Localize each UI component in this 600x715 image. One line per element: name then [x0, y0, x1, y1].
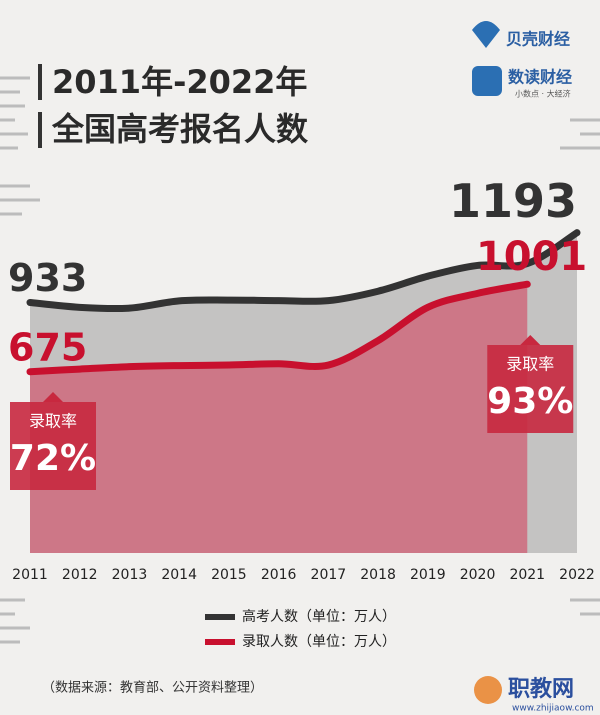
- data-label: 1193: [449, 174, 577, 228]
- area: [30, 284, 528, 553]
- annotation-box: [487, 345, 574, 433]
- watermark: 职教网: [508, 676, 574, 702]
- x-tick-label: 2017: [311, 567, 347, 583]
- annotation-title: 录取率: [29, 412, 77, 431]
- x-tick-label: 2018: [360, 567, 396, 583]
- chart-title: 2011年-2022年: [52, 63, 307, 101]
- x-tick-label: 2021: [509, 567, 545, 583]
- watermark-icon: [474, 676, 502, 704]
- x-tick-label: 2015: [211, 567, 247, 583]
- x-tick-label: 2016: [261, 567, 297, 583]
- line: [26, 280, 531, 376]
- logo-subtext: 小数点 · 大经济: [515, 89, 571, 99]
- logo-text: 贝壳财经: [506, 30, 570, 49]
- annotation-box: [10, 402, 96, 490]
- data-label: 1001: [476, 234, 587, 280]
- legend-label: 录取人数（单位：万人）: [242, 634, 396, 650]
- logo-text: 数读财经: [508, 68, 572, 87]
- data-label: 675: [8, 325, 87, 369]
- title-bar: [38, 64, 42, 100]
- plot: 933 1193 675 1001 录取率 72% 录取率 93% 2011 2012 2013 20…: [8, 174, 595, 650]
- x-tick-label: 2012: [62, 567, 98, 583]
- x-tick-label: 2011: [12, 567, 48, 583]
- annotation-pointer: [43, 392, 63, 402]
- line: [26, 229, 581, 313]
- x-tick-label: 2013: [112, 567, 148, 583]
- title-bar: [38, 112, 42, 148]
- source-note: （数据来源：教育部、公开资料整理）: [42, 680, 263, 696]
- x-tick-label: 2022: [559, 567, 595, 583]
- annotation-value: 72%: [10, 438, 96, 479]
- watermark-url: www.zhijiaow.com: [512, 704, 594, 714]
- logo-icon: [472, 66, 502, 96]
- annotation-title: 录取率: [506, 355, 554, 374]
- decor-stripes: [0, 76, 600, 644]
- annotation-pointer: [520, 335, 541, 345]
- legend-label: 高考人数（单位：万人）: [242, 608, 396, 625]
- logo-icon: [472, 21, 500, 48]
- data-label: 933: [8, 256, 87, 300]
- chart-title: 全国高考报名人数: [51, 110, 309, 148]
- x-tick-label: 2020: [460, 567, 496, 583]
- x-tick-label: 2019: [410, 567, 446, 583]
- x-tick-label: 2014: [161, 567, 197, 583]
- annotation-value: 93%: [487, 381, 573, 422]
